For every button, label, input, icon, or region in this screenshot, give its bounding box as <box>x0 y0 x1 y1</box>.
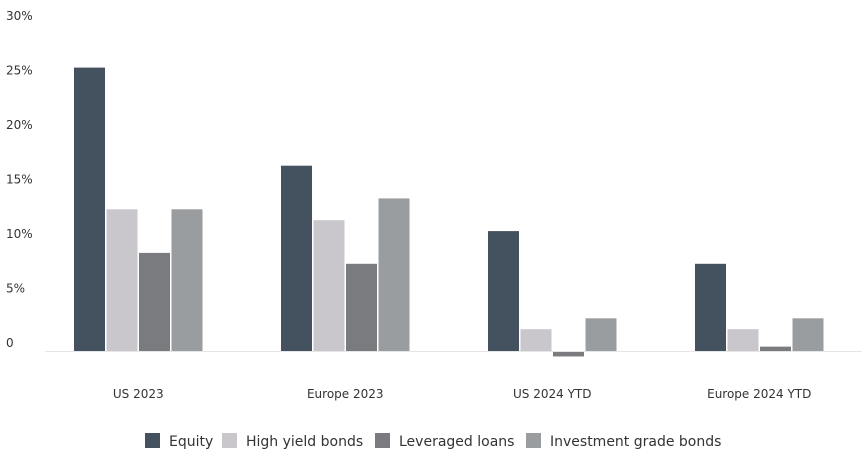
bar-investment-grade-bonds-europe-2024-ytd <box>792 318 824 351</box>
bar-equity-europe-2024-ytd <box>695 263 726 351</box>
x-tick-label: US 2023 <box>113 387 164 401</box>
bar-investment-grade-bonds-us-2023 <box>171 209 203 351</box>
bar-investment-grade-bonds-us-2024-ytd <box>585 318 617 351</box>
bar-equity-us-2024-ytd <box>488 231 519 351</box>
legend-label: Equity <box>169 434 213 450</box>
legend-label: High yield bonds <box>246 434 363 450</box>
bar-leveraged-loans-europe-2023 <box>346 263 377 351</box>
legend-label: Investment grade bonds <box>550 434 721 450</box>
y-tick-label: 15% <box>6 173 33 187</box>
legend-swatch <box>145 433 160 448</box>
legend-swatch <box>526 433 541 448</box>
y-tick-label: 5% <box>6 282 25 296</box>
x-axis: US 2023 Europe 2023 US 2024 YTD Europe 2024… <box>113 387 812 401</box>
legend-label: Leveraged loans <box>399 434 514 450</box>
x-tick-label: Europe 2023 <box>307 387 384 401</box>
bar-high-yield-bonds-europe-2023 <box>313 220 345 351</box>
y-tick-label: 30% <box>6 9 33 23</box>
legend: Equity High yield bonds Leveraged loans Inv… <box>145 433 721 450</box>
y-tick-label: 10% <box>6 227 33 241</box>
x-tick-label: US 2024 YTD <box>513 387 591 401</box>
bar-equity-us-2023 <box>74 67 105 351</box>
x-tick-label: Europe 2024 YTD <box>707 387 811 401</box>
y-tick-label: 20% <box>6 118 33 132</box>
legend-swatch <box>375 433 390 448</box>
y-axis: 0 5% 10% 15% 20% 25% 30% <box>6 9 33 350</box>
bar-leveraged-loans-europe-2024-ytd <box>760 346 791 351</box>
bar-investment-grade-bonds-europe-2023 <box>378 198 410 351</box>
bars <box>74 67 824 357</box>
y-tick-label: 0 <box>6 336 14 350</box>
bar-leveraged-loans-us-2023 <box>139 252 170 351</box>
y-tick-label: 25% <box>6 64 33 78</box>
bar-high-yield-bonds-us-2023 <box>106 209 138 351</box>
bar-equity-europe-2023 <box>281 165 312 351</box>
bar-leveraged-loans-us-2024-ytd <box>553 351 584 357</box>
bar-high-yield-bonds-europe-2024-ytd <box>727 329 759 351</box>
bar-high-yield-bonds-us-2024-ytd <box>520 329 552 351</box>
legend-swatch <box>222 433 237 448</box>
